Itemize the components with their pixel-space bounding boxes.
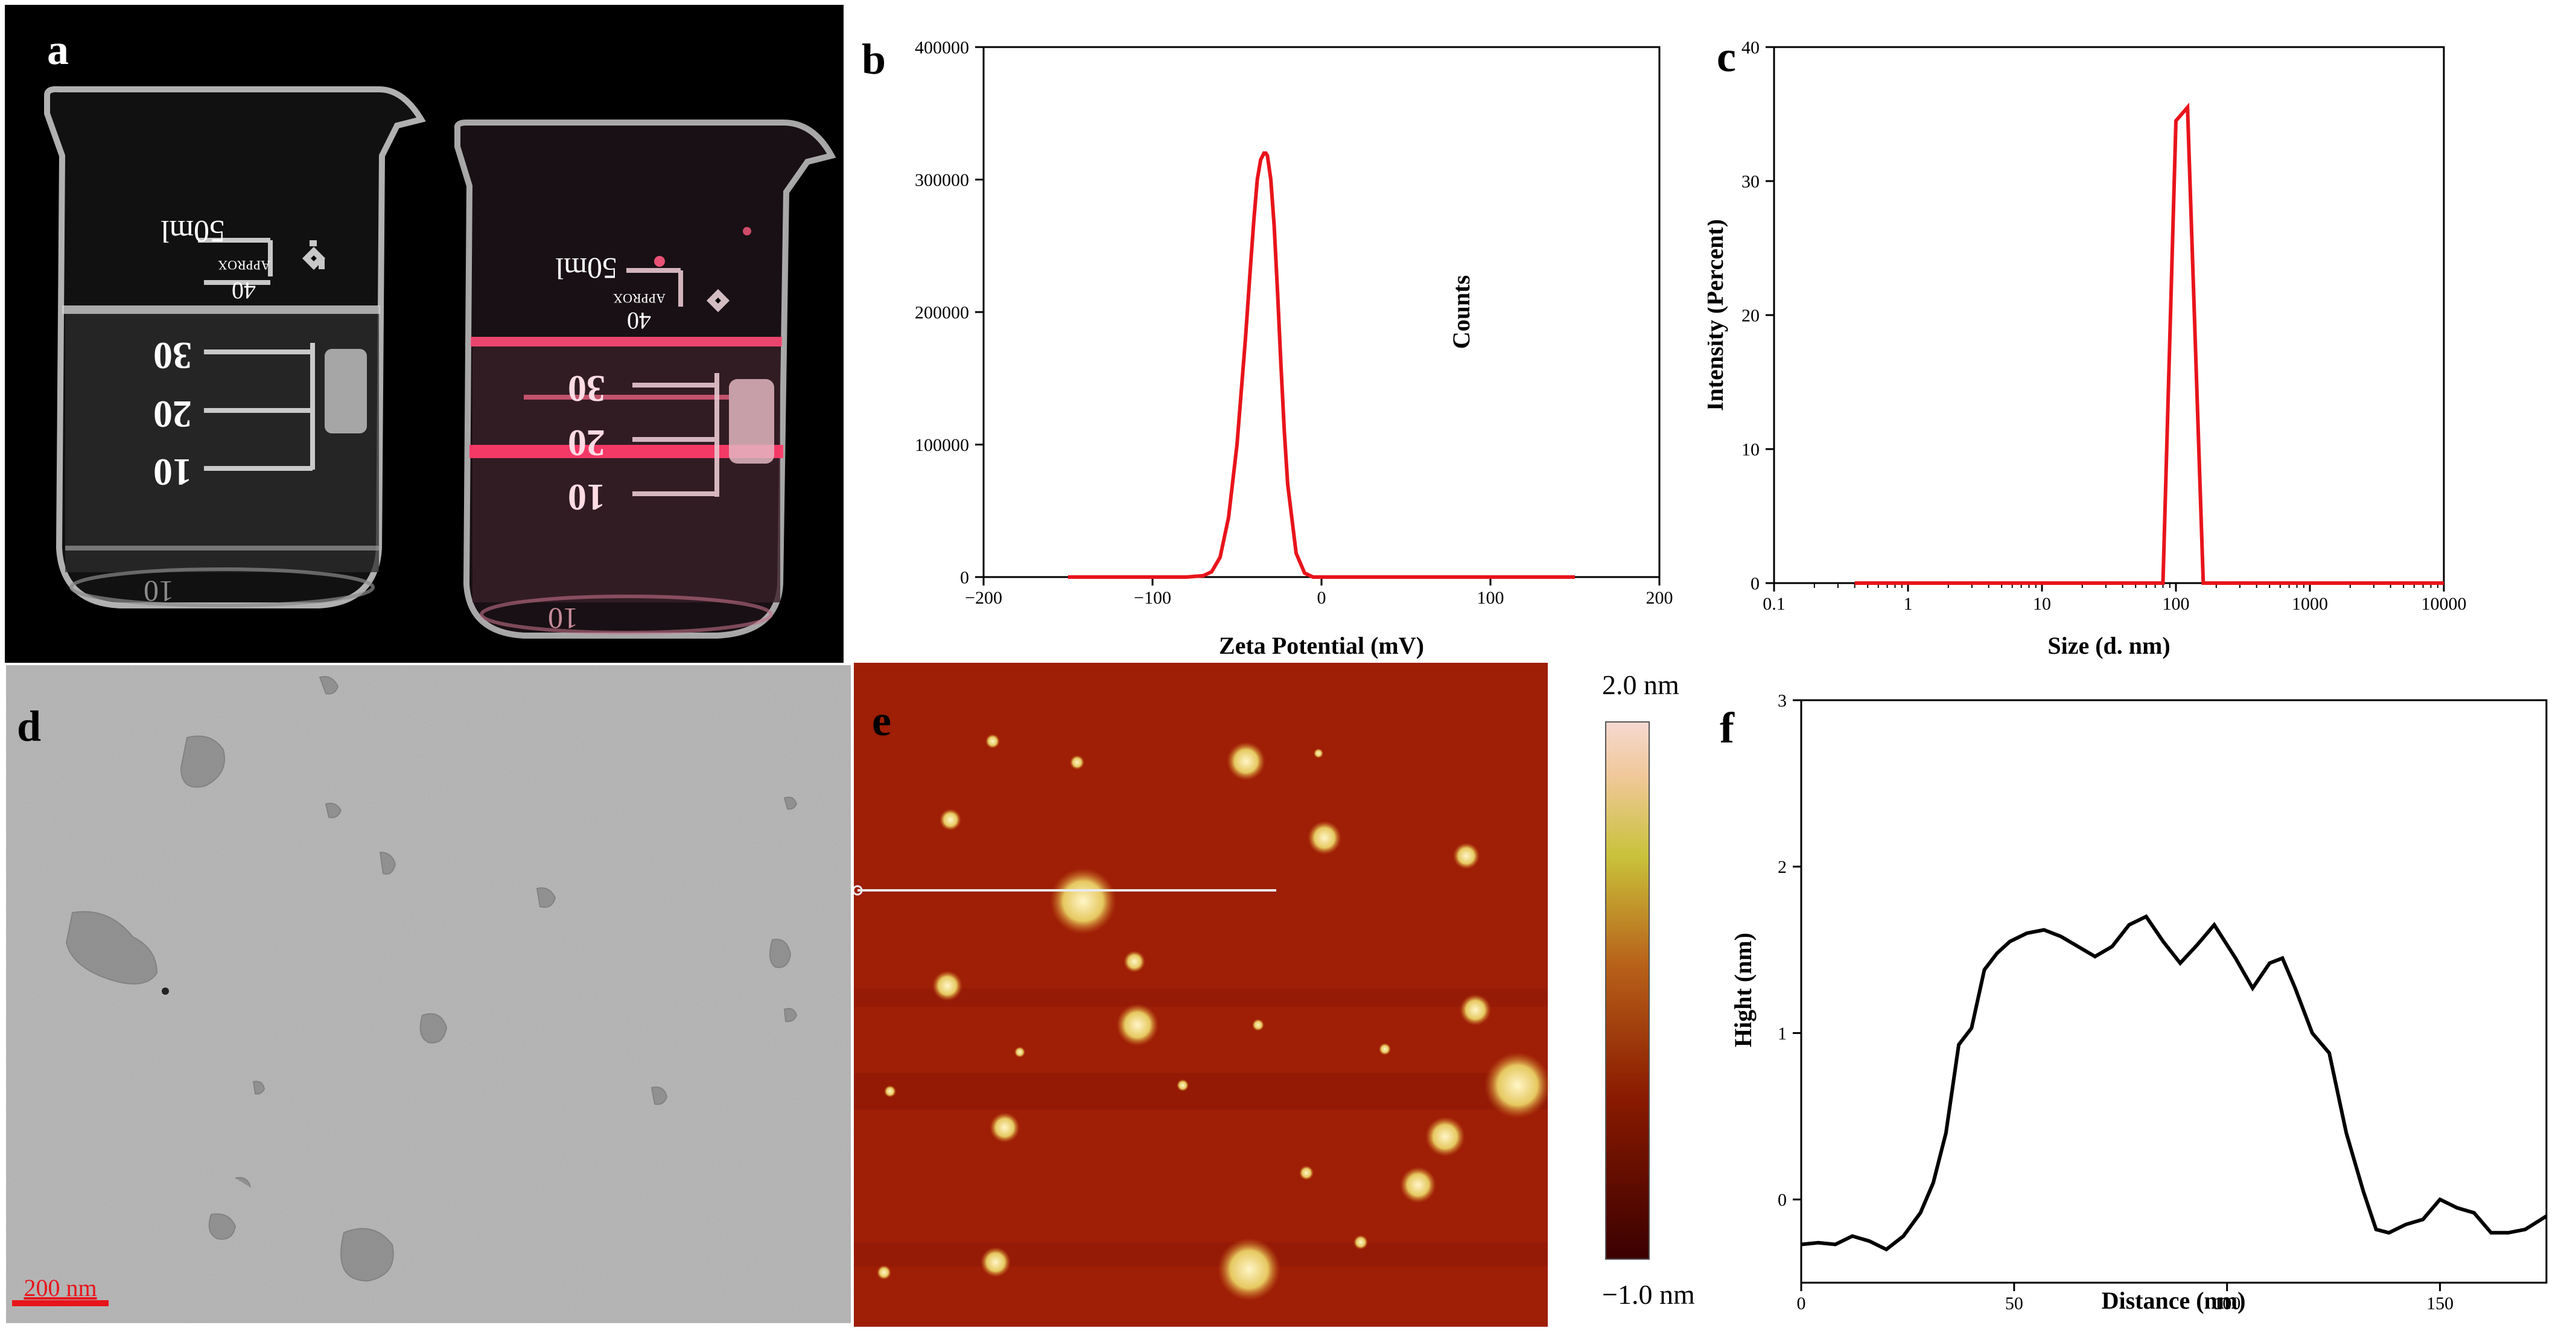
y-tick-label: 200000 xyxy=(915,303,969,323)
height-colorbar xyxy=(1605,721,1650,1260)
y-tick-label: 3 xyxy=(1778,691,1787,711)
size-chart: 0.1 1 10 100 1000 10000 0 10 20 30 40 Size (d. nm)… xyxy=(1701,38,2467,660)
mark-10-right: 10 xyxy=(568,476,605,517)
plot-frame xyxy=(1773,46,2445,584)
y-tick-label: 10 xyxy=(1741,440,1760,460)
series-line-profile xyxy=(1801,914,2548,1252)
panel-a-photo: 50ml APPROX 40 30 20 10 10 50ml xyxy=(5,5,844,663)
x-tick-label: 50 xyxy=(2005,1294,2023,1313)
panel-a-label: a xyxy=(47,25,69,74)
colorbar-max-label: 2.0 nm xyxy=(1602,669,1679,700)
height-profile-chart: 0 50 100 150 0 1 2 3 Distance (nm) Hight (nm) xyxy=(1729,691,2548,1314)
panel-c-chart: 0.1 1 10 100 1000 10000 0 10 20 30 40 Size (d. nm)… xyxy=(1701,0,2576,664)
mark-10-left: 10 xyxy=(153,451,192,494)
y-tick-label: 300000 xyxy=(915,170,969,190)
panel-d-label: d xyxy=(17,702,42,750)
x-tick-label: 10 xyxy=(2033,594,2051,614)
y-tick-label: 30 xyxy=(1741,172,1760,192)
y-tick-label: 20 xyxy=(1741,306,1760,326)
mark-30-left: 30 xyxy=(153,334,192,377)
panel-b-label: b xyxy=(862,35,886,83)
x-tick-label: 100 xyxy=(1477,588,1504,608)
x-tick-label: 1 xyxy=(1904,594,1913,614)
y-tick-label: 40 xyxy=(1741,38,1760,58)
x-tick-label: 150 xyxy=(2426,1294,2454,1313)
series-line-zeta xyxy=(1068,151,1575,579)
colloid-right xyxy=(472,337,780,602)
y-axis-label: Intensity (Percent) xyxy=(1708,219,1728,411)
panel-f-label: f xyxy=(1720,704,1734,752)
plot-frame xyxy=(982,46,1661,578)
tem-image: 200 nm xyxy=(6,665,851,1323)
panel-c-label: c xyxy=(1717,33,1736,81)
scale-bar xyxy=(12,1300,109,1306)
mark-40-left: 40 xyxy=(232,277,256,304)
y-tick-label: 0 xyxy=(1778,1190,1787,1210)
y-tick-label: 2 xyxy=(1778,857,1787,877)
x-tick-label: 100 xyxy=(2213,1294,2240,1313)
zeta-chart: −200 −100 0 100 200 0 100000 200000 300000 400000… xyxy=(915,38,1673,660)
panel-e-label: e xyxy=(872,697,891,745)
y-tick-label: 400000 xyxy=(915,38,969,58)
x-tick-label: −200 xyxy=(965,588,1002,608)
mark-40-right: 40 xyxy=(627,307,651,334)
plot-frame xyxy=(1800,699,2548,1284)
x-tick-label: 100 xyxy=(2163,594,2190,614)
mark-bottom-left: 10 xyxy=(144,575,174,608)
mark-20-left: 20 xyxy=(153,393,192,436)
y-tick-label: 1 xyxy=(1778,1024,1787,1044)
y-tick-label: 100000 xyxy=(915,435,969,455)
mark-50ml-right: 50ml xyxy=(555,252,617,286)
colorbar-min-label: −1.0 nm xyxy=(1602,1279,1695,1310)
y-tick-label: 0 xyxy=(1751,574,1760,594)
afm-particles xyxy=(877,734,1551,1301)
panel-f-chart: 0 50 100 150 0 1 2 3 Distance (nm) Hight (nm) f xyxy=(1708,664,2576,1331)
beaker-left: 50ml APPROX 40 30 20 10 10 xyxy=(44,86,426,608)
x-axis-label: Zeta Potential (mV) xyxy=(1219,632,1424,659)
panel-e-afm: 2.0 nm −1.0 nm e xyxy=(852,663,1699,1327)
x-axis-label: Size (d. nm) xyxy=(2047,632,2170,659)
x-tick-label: 0 xyxy=(1797,1294,1806,1313)
water-left xyxy=(65,307,379,572)
x-tick-label: −100 xyxy=(1134,588,1171,608)
y-axis-label: Hight (nm) xyxy=(1729,933,1757,1047)
y-axis-label: Counts xyxy=(1448,275,1475,349)
panel-d-tem: 200 nm d xyxy=(6,665,851,1323)
x-tick-label: 10000 xyxy=(2422,594,2467,614)
mark-20-right: 20 xyxy=(568,422,605,463)
x-tick-label: 200 xyxy=(1646,588,1673,608)
x-tick-label: 0 xyxy=(1317,588,1326,608)
mark-30-right: 30 xyxy=(568,368,605,409)
mark-bottom-right: 10 xyxy=(548,602,578,636)
nanosheet-flakes xyxy=(65,676,798,1282)
mark-approx-left: APPROX xyxy=(218,258,270,273)
x-tick-label: 0.1 xyxy=(1763,594,1786,614)
mark-approx-right: APPROX xyxy=(613,291,666,306)
x-tick-label: 1000 xyxy=(2292,594,2328,614)
beaker-right: 50ml APPROX 40 30 20 10 10 xyxy=(454,120,836,639)
mark-50ml-left: 50ml xyxy=(161,214,225,248)
beaker-photo: 50ml APPROX 40 30 20 10 10 50ml xyxy=(5,5,844,663)
panel-b-chart: −200 −100 0 100 200 0 100000 200000 300000 400000… xyxy=(845,0,1702,664)
scale-bar-label: 200 nm xyxy=(24,1274,97,1301)
afm-image: 2.0 nm −1.0 nm xyxy=(852,663,1695,1327)
x-axis-label: Distance (nm) xyxy=(2102,1287,2246,1314)
series-line-size xyxy=(1854,103,2444,585)
y-tick-label: 0 xyxy=(960,568,969,588)
